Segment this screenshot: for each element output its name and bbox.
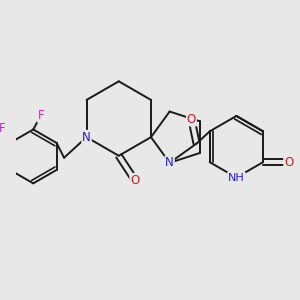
Text: N: N — [165, 156, 174, 169]
Text: O: O — [284, 156, 293, 169]
Text: O: O — [130, 174, 140, 187]
Text: O: O — [187, 113, 196, 126]
Text: NH: NH — [228, 172, 245, 183]
Text: N: N — [82, 131, 91, 144]
Text: F: F — [0, 122, 5, 135]
Text: F: F — [38, 109, 44, 122]
